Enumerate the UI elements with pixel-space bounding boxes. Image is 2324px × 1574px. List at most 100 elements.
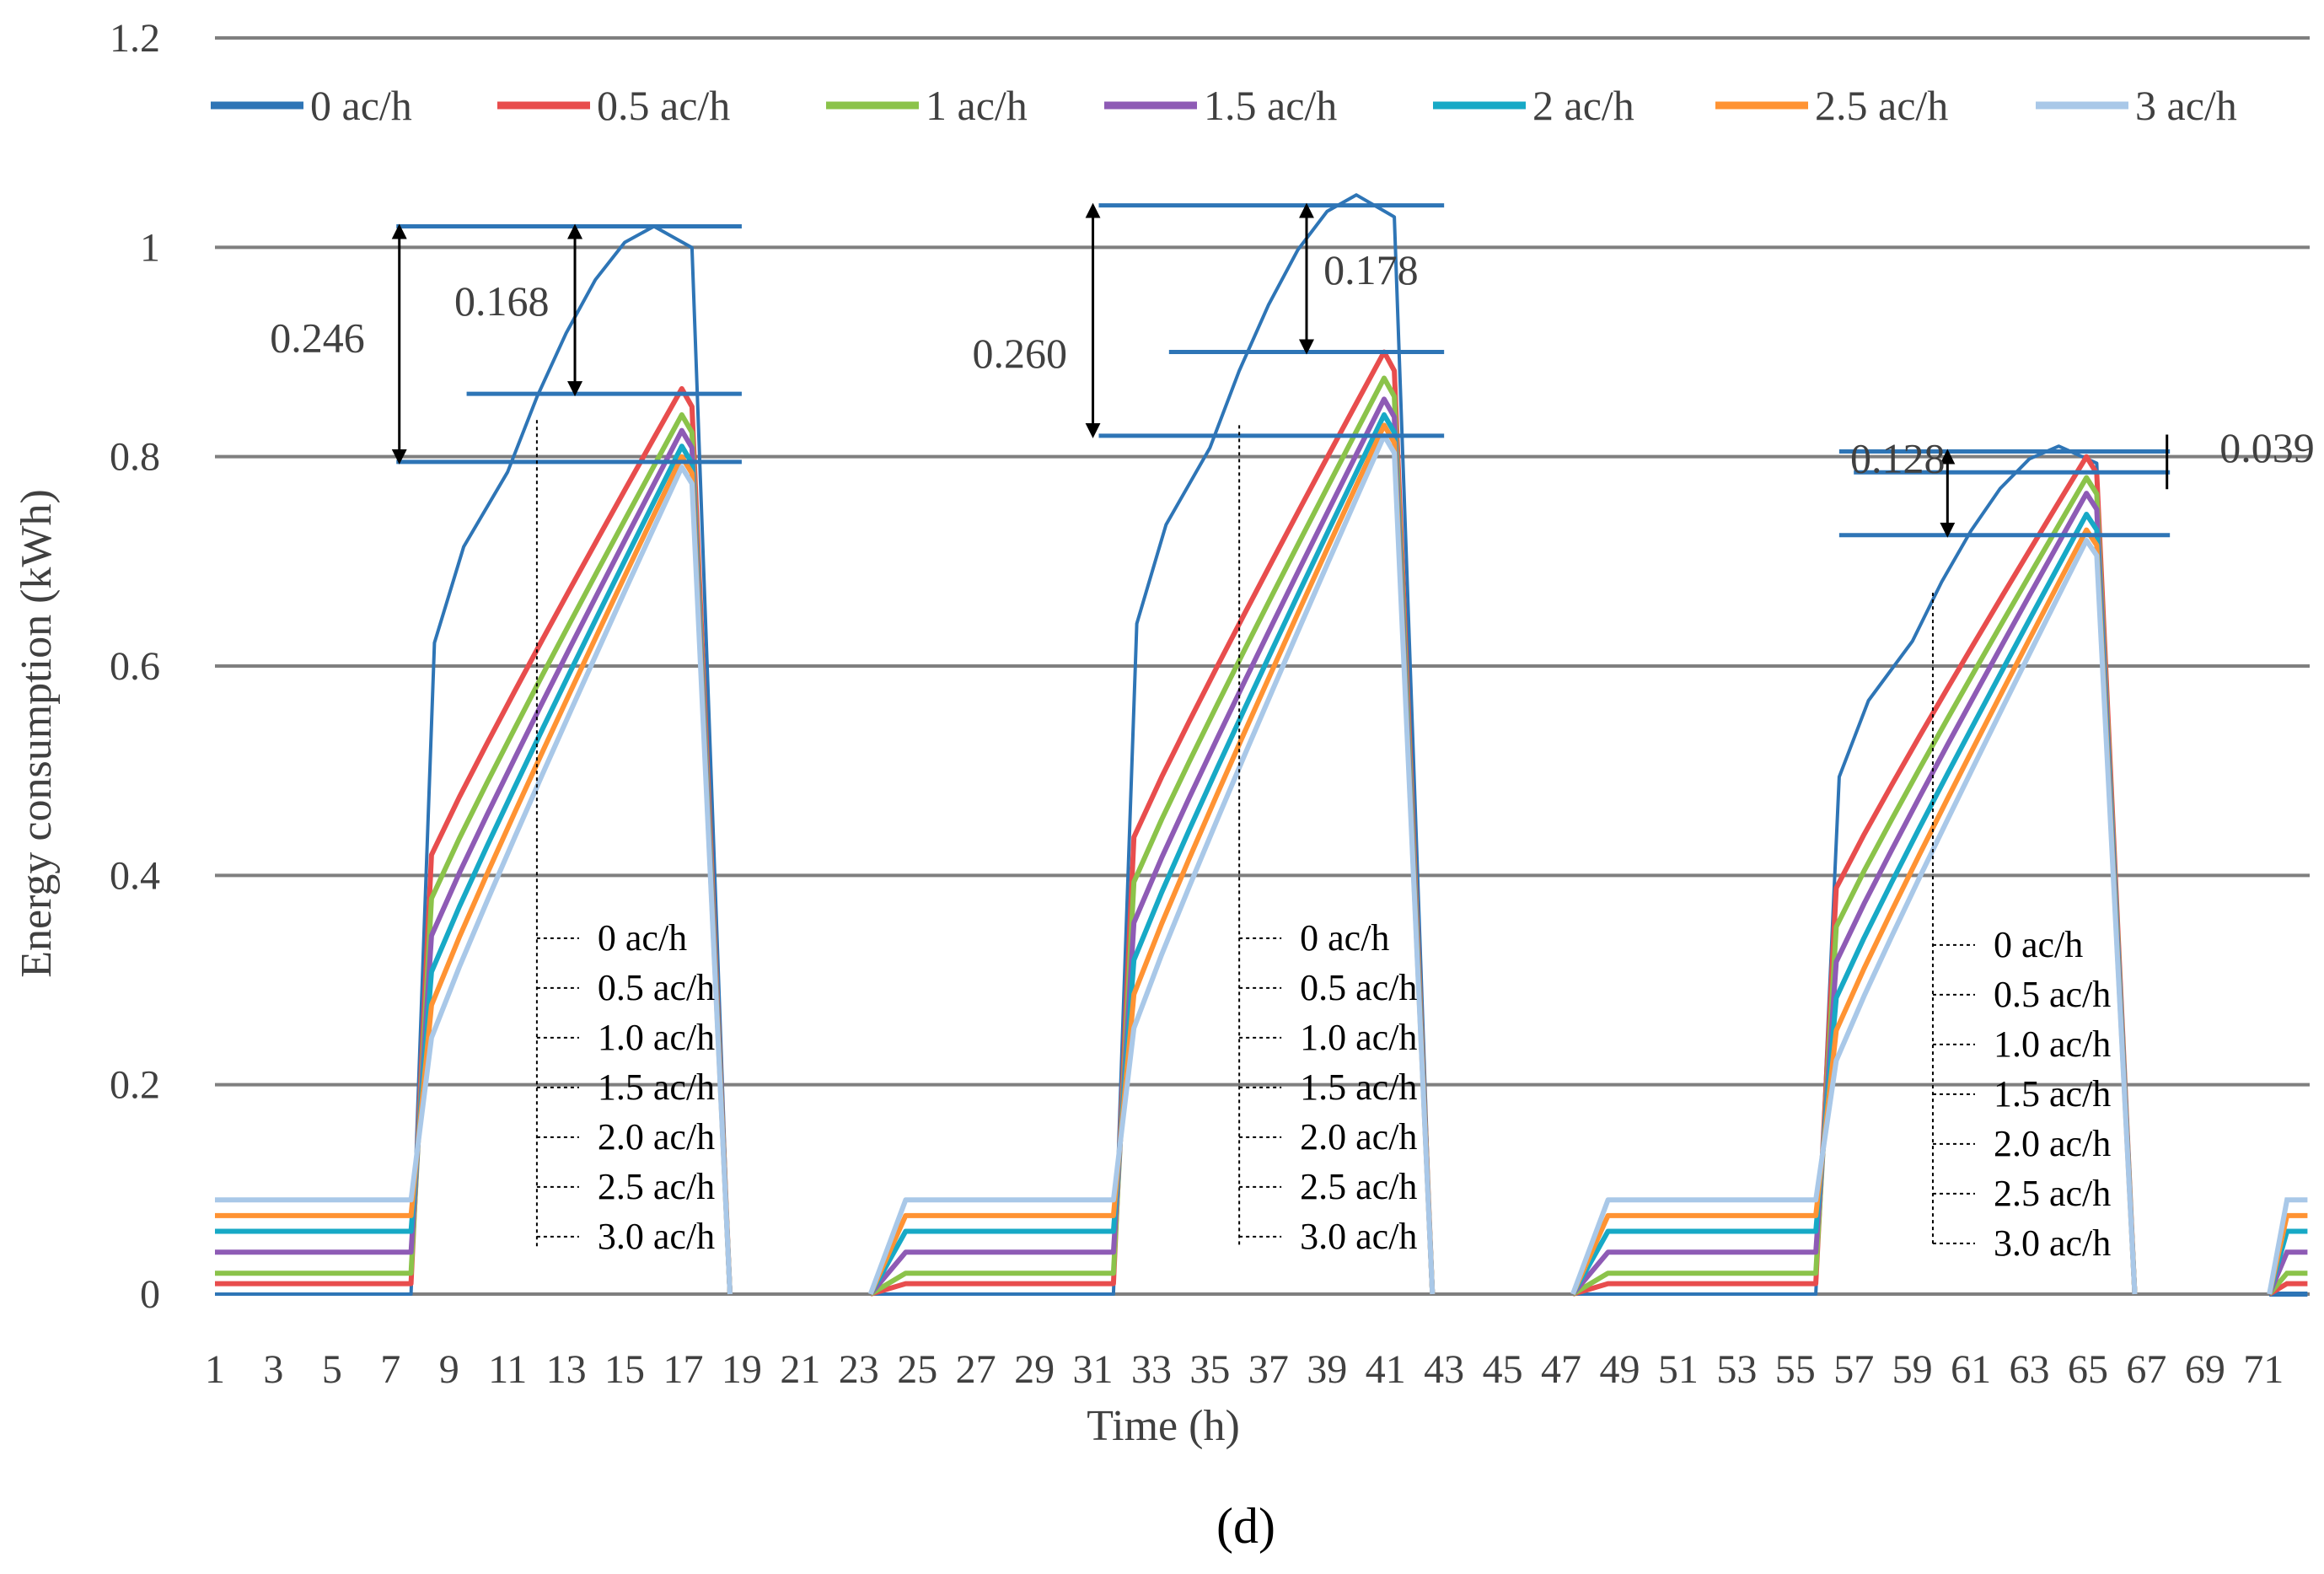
- x-tick-label: 51: [1658, 1347, 1699, 1392]
- series-tail-1-ac-h: [2267, 1270, 2308, 1296]
- x-tick-label: 15: [604, 1347, 645, 1392]
- x-tick-label: 43: [1424, 1347, 1464, 1392]
- x-tick-label: 65: [2068, 1347, 2108, 1392]
- x-tick-label: 11: [488, 1347, 527, 1392]
- callout-label: 0.5 ac/h: [1994, 974, 2111, 1015]
- legend-label: 0.5 ac/h: [597, 82, 730, 129]
- y-tick-label: 0.6: [110, 644, 160, 689]
- x-axis-title: Time (h): [1087, 1402, 1240, 1450]
- legend-label: 1 ac/h: [926, 82, 1028, 129]
- series-line-3-ac-h: [215, 465, 733, 1295]
- callout-label: 1.5 ac/h: [1300, 1066, 1417, 1108]
- callout-labels: 0 ac/h 0.5 ac/h 1.0 ac/h 1.5 ac/h 2.0 ac/h 2.…: [535, 420, 2111, 1264]
- callout-label: 2.5 ac/h: [1994, 1173, 2111, 1214]
- x-tick-label: 7: [380, 1347, 400, 1392]
- x-tick-label: 35: [1189, 1347, 1230, 1392]
- x-tick-label: 59: [1892, 1347, 1933, 1392]
- x-tick-label: 57: [1833, 1347, 1874, 1392]
- callout-label: 3.0 ac/h: [1300, 1216, 1417, 1257]
- x-tick-label: 9: [439, 1347, 459, 1392]
- x-tick-label: 67: [2126, 1347, 2166, 1392]
- x-tick-label: 27: [956, 1347, 996, 1392]
- series-line-3-ac-h: [867, 432, 1436, 1296]
- annot-partial-value: 0.168: [454, 277, 550, 325]
- callout-label: 1.0 ac/h: [598, 1017, 715, 1058]
- series-line-0-ac-h: [870, 193, 1435, 1296]
- x-tick-label: 49: [1599, 1347, 1640, 1392]
- callout-label: 0 ac/h: [1300, 917, 1389, 959]
- x-tick-label: 71: [2243, 1347, 2284, 1392]
- y-tick-label: 0.4: [110, 853, 160, 898]
- callout-label: 1.0 ac/h: [1994, 1023, 2111, 1065]
- y-tick-label: 1.2: [110, 16, 160, 61]
- legend-label: 2 ac/h: [1532, 82, 1634, 129]
- callout-label: 0 ac/h: [1994, 924, 2083, 965]
- y-tick-label: 1: [140, 225, 160, 270]
- x-tick-label: 47: [1541, 1347, 1581, 1392]
- annot-partial-value: 0.039: [2219, 424, 2315, 471]
- x-tick-label: 5: [322, 1347, 342, 1392]
- callout-label: 1.5 ac/h: [1994, 1073, 2111, 1115]
- x-axis: 1 3 5 7 9 11 13 15 17 19 21 23 25 27 29 31 33 35 37 39 41 43 4…: [205, 1347, 2284, 1392]
- x-tick-label: 61: [1951, 1347, 1991, 1392]
- annotations: 0.246 0.168 0.260 0.178 0.128 0.039: [270, 202, 2315, 538]
- legend: 0 ac/h 0.5 ac/h 1 ac/h 1.5 ac/h 2 ac/h 2.5 ac…: [211, 82, 2237, 129]
- callout-label: 3.0 ac/h: [598, 1216, 715, 1257]
- series-line-2-5-ac-h: [215, 454, 733, 1295]
- x-tick-label: 29: [1014, 1347, 1055, 1392]
- y-axis-title: Energy consumption (kWh): [13, 489, 61, 978]
- gridlines: [215, 36, 2310, 1296]
- series-line-1-5-ac-h: [215, 427, 733, 1295]
- annot-partial-value: 0.178: [1323, 246, 1419, 293]
- callout-label: 3.0 ac/h: [1994, 1222, 2111, 1264]
- callout-label: 0.5 ac/h: [1300, 967, 1417, 1008]
- x-tick-label: 25: [897, 1347, 937, 1392]
- series-line-0-5-ac-h: [215, 386, 733, 1295]
- x-tick-label: 37: [1248, 1347, 1289, 1392]
- callout-label: 2.5 ac/h: [598, 1166, 715, 1207]
- callout-label: 2.0 ac/h: [598, 1116, 715, 1158]
- series-line-0-ac-h: [215, 224, 732, 1296]
- series-line-0-ac-h: [1572, 444, 2137, 1296]
- annot-total-value: 0.260: [973, 330, 1068, 377]
- x-tick-label: 31: [1073, 1347, 1114, 1392]
- callout-label: 1.0 ac/h: [1300, 1017, 1417, 1058]
- figure-caption: (d): [1216, 1498, 1275, 1554]
- y-tick-label: 0: [140, 1272, 160, 1317]
- callout-label: 0.5 ac/h: [598, 967, 715, 1008]
- x-tick-label: 41: [1366, 1347, 1406, 1392]
- x-tick-label: 1: [205, 1347, 225, 1392]
- y-tick-label: 0.8: [110, 435, 160, 480]
- legend-label: 1.5 ac/h: [1204, 82, 1337, 129]
- series-line-2-ac-h: [215, 443, 733, 1295]
- x-tick-label: 17: [663, 1347, 703, 1392]
- y-tick-label: 0.2: [110, 1063, 160, 1108]
- callout-label: 2.0 ac/h: [1300, 1116, 1417, 1158]
- x-tick-label: 21: [780, 1347, 820, 1392]
- annot-total-value: 0.128: [1850, 434, 1946, 481]
- callout-label: 1.5 ac/h: [598, 1066, 715, 1108]
- x-tick-label: 3: [263, 1347, 283, 1392]
- legend-label: 2.5 ac/h: [1815, 82, 1948, 129]
- x-tick-label: 23: [839, 1347, 879, 1392]
- x-tick-label: 55: [1775, 1347, 1816, 1392]
- callout-label: 2.5 ac/h: [1300, 1166, 1417, 1207]
- callout-label: 0 ac/h: [598, 917, 687, 959]
- series-line-1-ac-h: [215, 412, 733, 1295]
- x-tick-label: 63: [2010, 1347, 2050, 1392]
- series-line-3-ac-h: [1570, 538, 2138, 1296]
- x-tick-label: 69: [2185, 1347, 2225, 1392]
- x-tick-label: 13: [546, 1347, 587, 1392]
- series-line-2-5-ac-h: [867, 422, 1436, 1296]
- x-tick-label: 33: [1131, 1347, 1172, 1392]
- x-tick-label: 19: [722, 1347, 762, 1392]
- series-line-2-ac-h: [868, 412, 1436, 1296]
- x-tick-label: 39: [1307, 1347, 1347, 1392]
- callout-label: 2.0 ac/h: [1994, 1123, 2111, 1164]
- x-tick-label: 45: [1483, 1347, 1523, 1392]
- y-axis: 0 0.2 0.4 0.6 0.8 1 1.2: [110, 16, 160, 1317]
- series-tail-3-ac-h: [2267, 1197, 2308, 1295]
- legend-label: 0 ac/h: [310, 82, 412, 129]
